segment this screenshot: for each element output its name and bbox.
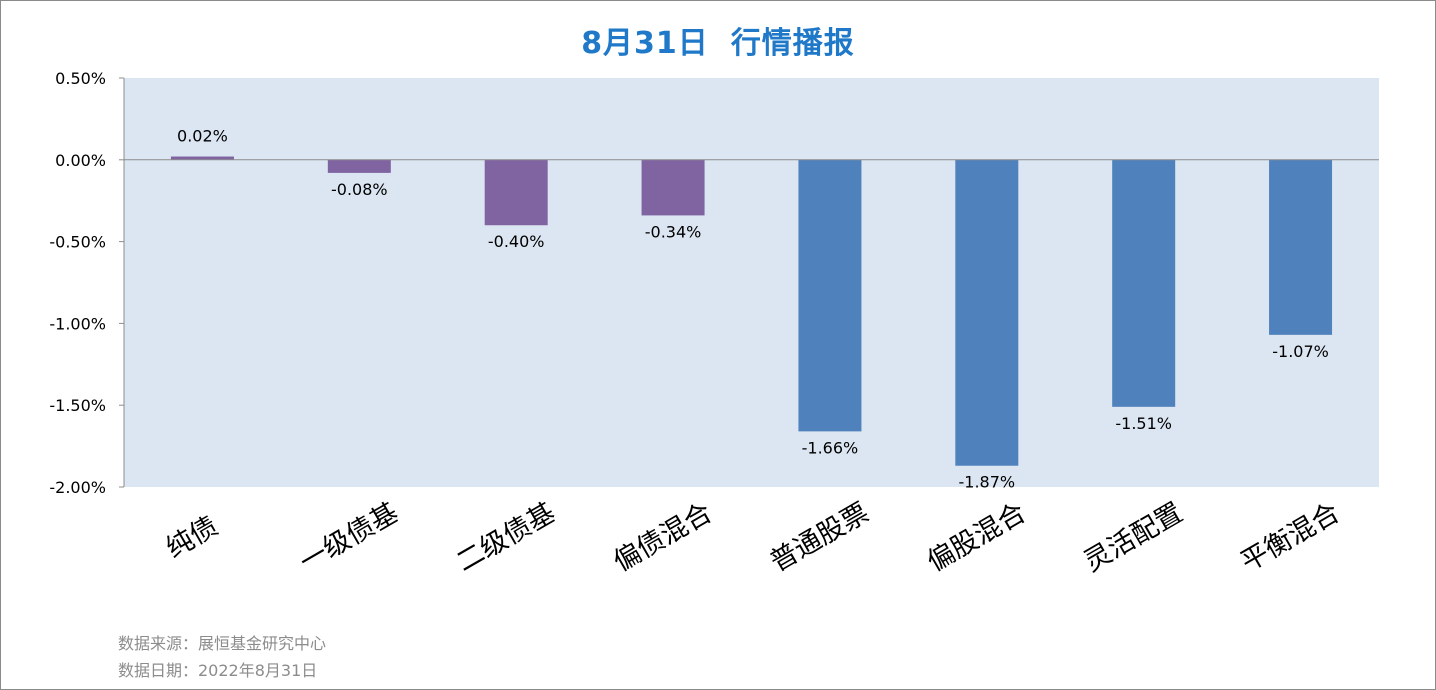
- x-tick-label: 偏股混合: [922, 497, 1031, 578]
- y-tick-label: 0.50%: [55, 69, 106, 88]
- x-tick-label: 一级债基: [295, 497, 404, 578]
- data-label: -0.40%: [488, 232, 545, 251]
- x-tick-label: 二级债基: [451, 497, 560, 578]
- x-tick-label: 偏债混合: [608, 497, 717, 578]
- y-tick-label: -0.50%: [49, 233, 106, 252]
- data-label: -1.66%: [802, 438, 859, 457]
- data-label: -0.08%: [331, 180, 388, 199]
- y-tick-label: 0.00%: [55, 151, 106, 170]
- data-label: -1.87%: [959, 473, 1016, 492]
- data-label: 0.02%: [177, 127, 228, 146]
- y-tick-label: -1.50%: [49, 396, 106, 415]
- bar-7: [1112, 159, 1176, 407]
- x-tick-label: 平衡混合: [1236, 497, 1345, 578]
- data-label: -0.34%: [645, 222, 702, 241]
- title-date: 8月31日: [581, 26, 709, 61]
- title-text: 行情播报: [730, 26, 855, 61]
- bar-8: [1269, 159, 1333, 335]
- bar-5: [798, 159, 862, 432]
- data-label: -1.07%: [1272, 342, 1329, 361]
- x-tick-label: 灵活配置: [1079, 497, 1188, 578]
- data-source-note: 数据来源：展恒基金研究中心: [118, 634, 327, 653]
- bar-1: [170, 156, 234, 160]
- bar-2: [327, 159, 391, 173]
- chart-title: 8月31日 行情播报: [0, 18, 1436, 62]
- y-tick-label: -2.00%: [49, 478, 106, 497]
- plot-area: [124, 78, 1379, 487]
- bar-3: [484, 159, 548, 226]
- x-tick-label: 普通股票: [765, 497, 874, 578]
- bar-6: [955, 159, 1019, 466]
- data-label: -1.51%: [1115, 414, 1172, 433]
- bar-4: [641, 159, 705, 216]
- x-tick-label: 纯债: [161, 511, 223, 565]
- y-tick-label: -1.00%: [49, 314, 106, 333]
- data-date-note: 数据日期：2022年8月31日: [118, 661, 318, 680]
